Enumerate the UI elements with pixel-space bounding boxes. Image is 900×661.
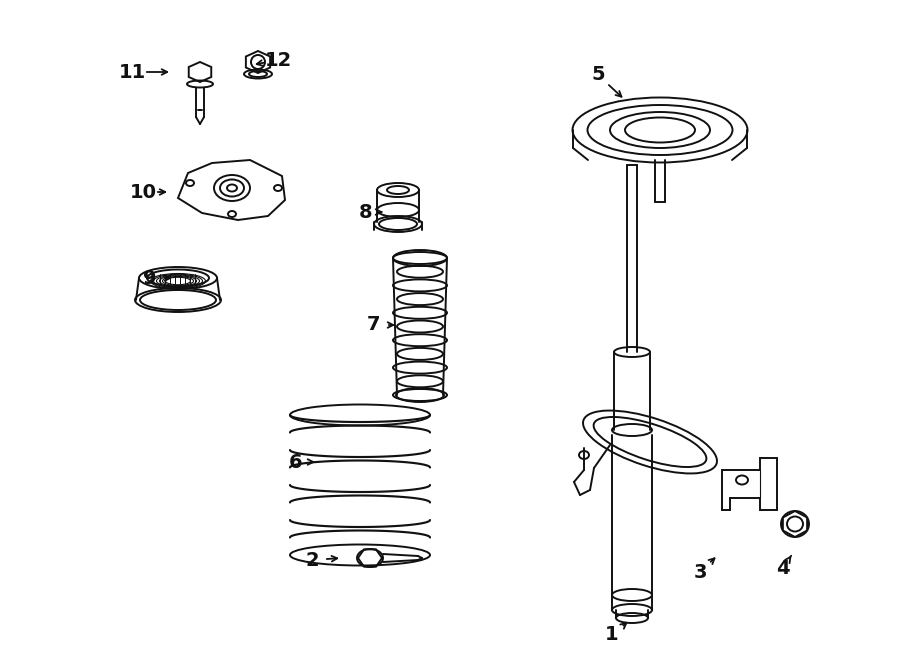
Text: 3: 3 — [693, 563, 706, 582]
Text: 4: 4 — [776, 559, 790, 578]
Text: 8: 8 — [359, 202, 373, 221]
Text: 9: 9 — [143, 268, 157, 288]
Text: 5: 5 — [591, 65, 605, 85]
Text: 12: 12 — [265, 50, 292, 69]
Text: 2: 2 — [305, 551, 319, 570]
Text: 7: 7 — [367, 315, 381, 334]
Text: 11: 11 — [119, 63, 146, 81]
Text: 1: 1 — [605, 625, 619, 644]
Text: 6: 6 — [289, 453, 302, 471]
Text: 10: 10 — [130, 182, 157, 202]
